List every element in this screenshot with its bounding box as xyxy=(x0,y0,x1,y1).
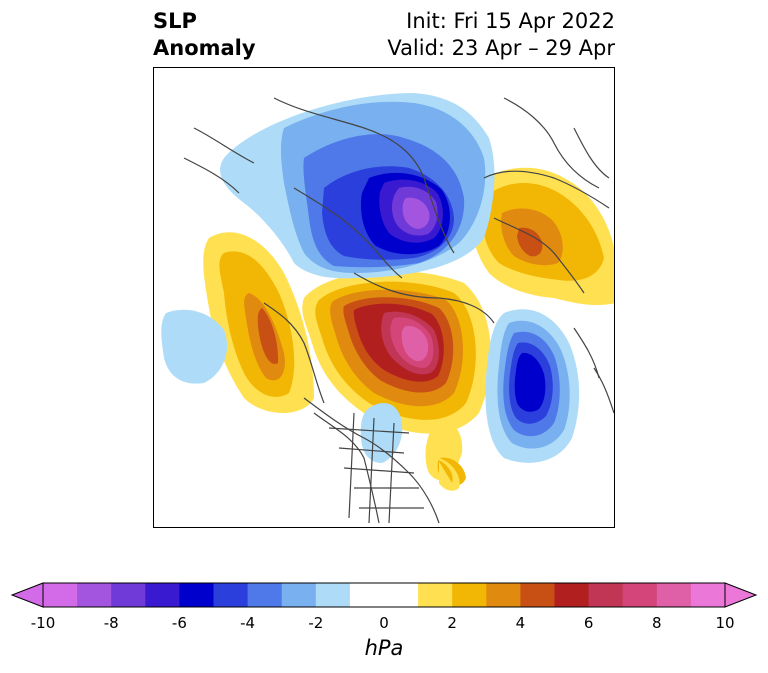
positive-anomaly-arctic xyxy=(302,271,491,491)
colorbar-cell xyxy=(418,583,453,607)
anomaly-map xyxy=(153,67,615,528)
colorbar-tick-label: 8 xyxy=(652,614,662,632)
map-title: SLP Anomaly xyxy=(153,8,256,62)
colorbar-cell xyxy=(588,583,624,607)
colorbar-extend-max xyxy=(724,582,758,608)
title-variable-type: Anomaly xyxy=(153,36,256,60)
colorbar-cell xyxy=(145,583,180,607)
colorbar-cell xyxy=(384,583,419,607)
map-canvas xyxy=(161,93,614,524)
colorbar-cells xyxy=(10,582,758,608)
colorbar-tick-label: 0 xyxy=(379,614,389,632)
colorbar-cell xyxy=(656,583,692,607)
colorbar-cell xyxy=(486,583,521,607)
colorbar-cell xyxy=(281,583,317,607)
colorbar-cell xyxy=(213,583,249,607)
colorbar-cell xyxy=(554,583,590,607)
colorbar-tick-label: -4 xyxy=(240,614,256,632)
valid-range: Valid: 23 Apr – 29 Apr xyxy=(387,36,615,60)
colorbar-cell xyxy=(315,583,351,607)
colorbar-extend-min xyxy=(10,582,44,608)
colorbar-tick-label: 2 xyxy=(447,614,457,632)
colorbar-cell xyxy=(77,583,112,607)
colorbar-tick-label: 6 xyxy=(583,614,594,632)
colorbar-cell xyxy=(622,583,658,607)
positive-anomaly-west xyxy=(203,232,314,413)
forecast-info: Init: Fri 15 Apr 2022 Valid: 23 Apr – 29… xyxy=(387,8,615,62)
colorbar-cell xyxy=(520,583,556,607)
positive-anomaly-east xyxy=(470,167,614,306)
colorbar-cell xyxy=(43,583,78,607)
colorbar-cell xyxy=(452,583,487,607)
title-variable: SLP xyxy=(153,9,197,33)
colorbar-cell xyxy=(690,583,726,607)
colorbar-cell xyxy=(349,583,385,607)
negative-anomaly-pacific xyxy=(360,309,580,463)
colorbar-tick-label: -8 xyxy=(103,614,119,632)
colorbar-tick-label: 4 xyxy=(515,614,526,632)
init-date: Init: Fri 15 Apr 2022 xyxy=(406,9,615,33)
colorbar-cell xyxy=(179,583,215,607)
colorbar-cell xyxy=(111,583,146,607)
colorbar-tick-label: -2 xyxy=(308,614,324,632)
coastlines xyxy=(183,97,614,524)
colorbar-tick-label: 10 xyxy=(715,614,735,632)
colorbar-cell xyxy=(247,583,283,607)
colorbar-frame xyxy=(42,582,726,608)
colorbar-tick-label: -6 xyxy=(171,614,187,632)
colorbar-unit-label: hPa xyxy=(364,636,404,660)
colorbar xyxy=(10,582,758,608)
colorbar-tick-label: -10 xyxy=(30,614,56,632)
negative-anomaly-north xyxy=(161,93,495,384)
